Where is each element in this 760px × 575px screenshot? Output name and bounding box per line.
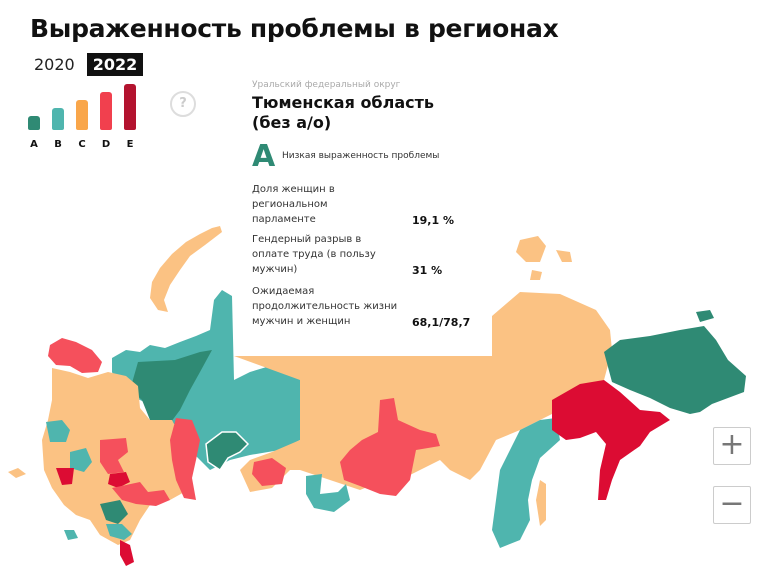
legend-item-c: C — [74, 86, 90, 150]
tooltip-row-value: 68,1/78,7 — [412, 316, 471, 329]
region-islands3-c — [530, 270, 542, 280]
region-kaliningrad-c — [8, 468, 26, 478]
year-switcher: 2020 2022 — [30, 53, 144, 76]
legend-bar-e-icon — [124, 84, 136, 130]
legend-item-a: A — [26, 86, 42, 150]
region-south-d — [112, 482, 170, 506]
region-komi-a — [130, 350, 212, 430]
region-caucasus-b — [106, 524, 132, 540]
tooltip-row-label: Доля женщин в региональном парламенте — [252, 184, 335, 225]
zoom-in-button[interactable]: + — [713, 427, 751, 465]
region-murmansk-d — [48, 338, 102, 373]
region-volga-d — [100, 438, 128, 474]
legend-bar-d-icon — [100, 92, 112, 130]
tooltip-region-name: Тюменская область (без а/о) — [252, 93, 434, 132]
region-wrangel-a — [696, 310, 714, 322]
region-novaya-zemlya — [150, 226, 222, 312]
region-amur-b — [492, 418, 560, 548]
legend-label: A — [30, 139, 38, 150]
region-islands-c — [516, 236, 546, 262]
tooltip-district: Уральский федеральный округ — [252, 80, 401, 90]
legend-bar-b-icon — [52, 108, 64, 130]
zoom-out-button[interactable]: − — [713, 486, 751, 524]
region-southwest-e — [56, 468, 74, 485]
legend-item-d: D — [98, 86, 114, 150]
region-crimea-b — [64, 530, 78, 540]
region-center-b — [70, 448, 92, 472]
tooltip-row-parliament: Доля женщин в региональном парламенте 19… — [252, 182, 482, 227]
region-caucasus-a — [100, 500, 128, 524]
region-altai-b — [306, 474, 350, 512]
region-west-b — [46, 420, 70, 442]
region-islands2-c — [556, 250, 572, 262]
tooltip-row-label: Гендерный разрыв в оплате труда (в польз… — [252, 234, 376, 275]
region-krasnoyarsk-c — [380, 292, 612, 480]
region-magadan-e — [552, 380, 670, 500]
region-irkutsk-d — [340, 398, 440, 496]
legend-label: D — [101, 139, 111, 150]
legend-item-e: E — [122, 84, 138, 150]
legend-bar-a-icon — [28, 116, 40, 130]
legend-label: B — [54, 139, 62, 150]
legend-bar-c-icon — [76, 100, 88, 130]
legend-item-b: B — [50, 86, 66, 150]
legend-label: E — [126, 139, 134, 150]
tooltip-row-value: 31 % — [412, 264, 443, 277]
tooltip-row-value: 19,1 % — [412, 214, 454, 227]
grade-legend: A B C D E — [24, 84, 174, 150]
help-icon[interactable]: ? — [170, 91, 196, 117]
tooltip-grade: A — [252, 139, 276, 174]
region-volga-e — [108, 472, 130, 488]
tooltip-row-life-expectancy: Ожидаемая продолжительность жизни мужчин… — [252, 284, 482, 329]
year-2020-tab[interactable]: 2020 — [34, 55, 75, 74]
tooltip-row-label: Ожидаемая продолжительность жизни мужчин… — [252, 286, 398, 327]
region-north-b — [112, 290, 300, 470]
region-tyumen-selected — [205, 431, 250, 472]
tooltip-grade-description: Низкая выраженность проблемы — [282, 151, 440, 161]
region-chukotka-a — [604, 326, 746, 414]
region-dagestan-e — [120, 540, 134, 566]
page-title: Выраженность проблемы в регионах — [30, 14, 559, 43]
year-2022-tab[interactable]: 2022 — [86, 53, 144, 76]
tooltip-row-pay-gap: Гендерный разрыв в оплате труда (в польз… — [252, 232, 482, 277]
legend-label: C — [78, 139, 86, 150]
region-tomsk-d — [252, 458, 286, 486]
region-tooltip: Уральский федеральный округ Тюменская об… — [234, 75, 492, 356]
region-ural-d — [170, 418, 200, 500]
region-sakhalin-c — [536, 480, 546, 526]
